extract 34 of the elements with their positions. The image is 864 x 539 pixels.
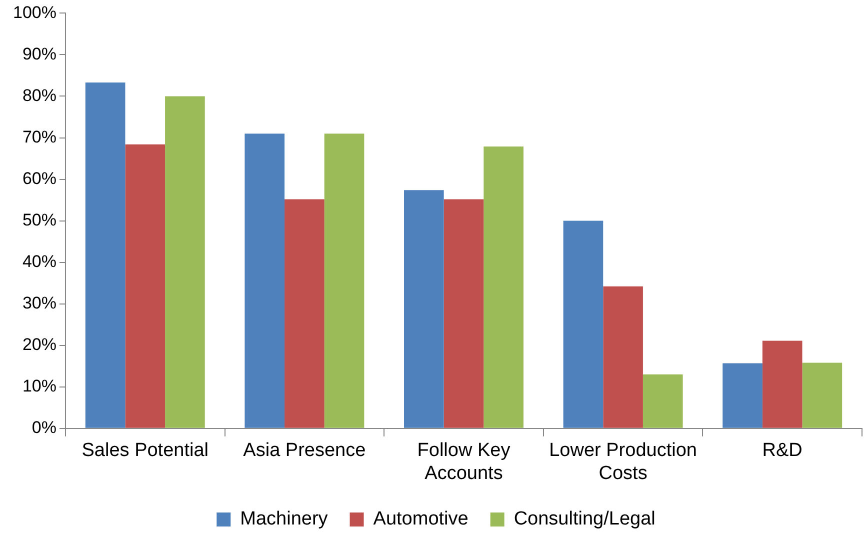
x-tick-label: Lower Production Costs [549,440,697,484]
y-tick-label: 100% [12,2,56,22]
bar [563,220,604,428]
bar [444,199,484,428]
y-tick-label: 40% [22,252,56,272]
bar [165,96,205,428]
bar [244,134,285,428]
bar [404,190,444,428]
bar [324,134,364,428]
x-tick-label: Follow Key Accounts [417,440,511,484]
legend-label: Machinery [240,508,328,530]
y-tick-label: 20% [22,335,56,354]
y-tick-label: 10% [22,376,56,396]
legend-label: Consulting/Legal [514,508,656,530]
bar [484,146,524,428]
bar [802,362,842,428]
bar [284,199,324,428]
x-tick-label: Sales Potential [82,440,209,462]
bar [642,374,683,428]
bar [722,363,762,428]
bar [603,286,643,428]
bar [85,82,126,428]
legend-label: Automotive [373,508,468,530]
x-tick-label: R&D [762,440,802,462]
bar [125,144,166,428]
x-tick-label: Asia Presence [243,440,366,462]
y-tick-label: 70% [22,127,56,146]
y-tick-label: 0% [32,418,56,438]
bar [762,340,802,428]
y-tick-label: 50% [22,210,56,230]
y-tick-label: 60% [22,168,56,188]
y-tick-label: 90% [22,44,56,64]
y-tick-label: 30% [22,294,56,313]
y-tick-label: 80% [22,86,56,105]
